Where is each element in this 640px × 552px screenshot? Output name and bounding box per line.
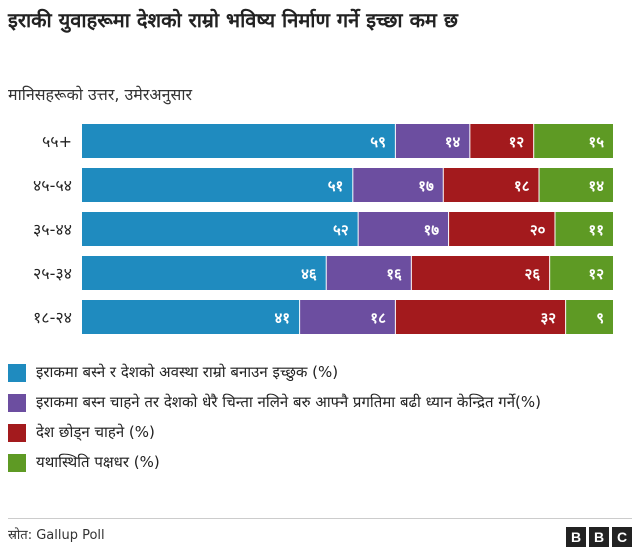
legend-item-3: देश छोड्न चाहने (%) (8, 420, 636, 444)
chart-title: इराकी युवाहरूमा देशको राम्रो भविष्य निर्… (8, 8, 458, 32)
bar-value-label: १८ (370, 309, 386, 327)
bar-value-label: ४६ (301, 265, 317, 283)
chart-subtitle: मानिसहरूको उत्तर, उमेरअनुसार (8, 85, 193, 104)
bar-value-label: १७ (423, 221, 439, 239)
legend-swatch-2 (8, 394, 26, 412)
legend-swatch-3 (8, 424, 26, 442)
bar-value-label: १६ (386, 265, 402, 283)
bar-value-label: ५२ (333, 221, 349, 239)
bar-value-label: १४ (445, 133, 461, 151)
bar-segment (82, 168, 353, 202)
bar-value-label: ५१ (328, 177, 344, 195)
bar-segment (395, 124, 470, 158)
legend-label-1: इराकमा बस्ने र देशको अवस्था राम्रो बनाउन… (36, 363, 339, 381)
stacked-bar-chart: ५५+ ५९ १४ १२ १५ ४५-५४ ५१ १७ १८ १४ ३५-४४ ५२ १७ २० ११ २५-… (33, 124, 613, 334)
logo-letter-2: B (589, 527, 609, 547)
bar-segment (82, 212, 358, 246)
bar-segment (539, 168, 613, 202)
bar-segment (82, 124, 395, 158)
bar-segment (443, 168, 539, 202)
legend-label-3: देश छोड्न चाहने (%) (36, 423, 155, 441)
bar-segment (411, 256, 550, 290)
category-label: २५-३४ (33, 264, 72, 283)
footer-divider (8, 518, 632, 519)
bar-segment (555, 212, 613, 246)
bar-segment (550, 256, 613, 290)
bar-segment (82, 256, 326, 290)
category-label: १८-२४ (33, 308, 72, 327)
legend-label-4: यथास्थिति पक्षधर (%) (36, 453, 160, 471)
logo-letter-3: C (612, 527, 632, 547)
legend-item-4: यथास्थिति पक्षधर (%) (8, 450, 636, 474)
category-label: ४५-५४ (33, 176, 72, 195)
logo-letter-1: B (566, 527, 586, 547)
bar-segment (358, 212, 449, 246)
legend-swatch-1 (8, 364, 26, 382)
category-label: ५५+ (42, 132, 72, 151)
bar-value-label: १२ (588, 265, 604, 283)
legend-item-1: इराकमा बस्ने र देशको अवस्था राम्रो बनाउन… (8, 360, 636, 384)
bar-value-label: ४१ (275, 309, 291, 327)
bar-segment (82, 300, 300, 334)
bar-value-label: १२ (509, 133, 525, 151)
bar-value-label: १८ (514, 177, 530, 195)
bar-value-label: ९ (596, 309, 604, 327)
bar-segment (300, 300, 395, 334)
bar-segment (395, 300, 566, 334)
bar-value-label: १७ (418, 177, 434, 195)
bar-value-label: २० (530, 221, 546, 239)
bar-value-label: १४ (588, 177, 604, 195)
chart-legend: इराकमा बस्ने र देशको अवस्था राम्रो बनाउन… (8, 360, 636, 480)
legend-label-2: इराकमा बस्न चाहने तर देशको धेरै चिन्ता न… (36, 393, 541, 411)
bar-segment (449, 212, 555, 246)
legend-item-2: इराकमा बस्न चाहने तर देशको धेरै चिन्ता न… (8, 390, 636, 414)
bar-value-label: ५९ (370, 133, 386, 151)
bar-segment (566, 300, 613, 334)
bar-value-label: ११ (588, 221, 604, 239)
bar-segment (534, 124, 613, 158)
bar-segment (470, 124, 534, 158)
bbc-logo: B B C (566, 527, 632, 547)
bar-segment (326, 256, 411, 290)
bar-value-label: ३२ (541, 309, 557, 327)
bar-value-label: १५ (588, 133, 604, 151)
source-note: स्रोत: Gallup Poll (8, 528, 105, 543)
legend-swatch-4 (8, 454, 26, 472)
bar-segment (353, 168, 443, 202)
category-label: ३५-४४ (33, 220, 72, 239)
bar-value-label: २६ (525, 265, 541, 283)
